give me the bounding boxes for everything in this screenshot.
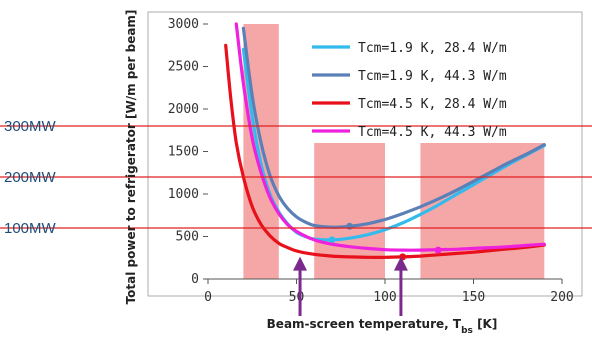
arrows bbox=[293, 256, 408, 316]
series-marker-1 bbox=[328, 236, 336, 244]
series-marker-2 bbox=[346, 222, 354, 230]
legend: Tcm=1.9 K, 28.4 W/m Tcm=1.9 K, 44.3 W/m Tc… bbox=[312, 41, 507, 140]
arrow-head-2 bbox=[393, 256, 408, 271]
power-level-label: 200MW bbox=[4, 169, 57, 186]
power-level-label: 300MW bbox=[4, 118, 57, 135]
y-tick-label: 0 bbox=[191, 272, 199, 287]
legend-label-3: Tcm=4.5 K, 28.4 W/m bbox=[358, 97, 507, 112]
x-tick-label: 150 bbox=[462, 290, 485, 305]
legend-label-1: Tcm=1.9 K, 28.4 W/m bbox=[358, 41, 507, 56]
y-tick-label: 3000 bbox=[168, 17, 199, 32]
y-tick-label: 500 bbox=[176, 230, 199, 245]
series-line-3 bbox=[224, 43, 546, 259]
shaded-bands bbox=[243, 24, 545, 279]
power-level-lines: 300MW 200MW 100MW bbox=[0, 118, 592, 237]
shaded-band-3 bbox=[420, 143, 545, 279]
series-marker-4 bbox=[434, 246, 442, 254]
y-tick-label: 1500 bbox=[168, 145, 199, 160]
legend-label-4: Tcm=4.5 K, 44.3 W/m bbox=[358, 125, 507, 140]
x-tick-label: 50 bbox=[289, 290, 305, 305]
x-tick-label: 0 bbox=[204, 290, 212, 305]
arrow-head-1 bbox=[293, 256, 308, 271]
series-line-4 bbox=[234, 22, 546, 252]
y-tick-label: 2000 bbox=[168, 102, 199, 117]
x-tick-label: 200 bbox=[550, 290, 573, 305]
y-axis-title: Total power to refrigerator [W/m per bea… bbox=[124, 10, 138, 305]
x-axis-title: Beam-screen temperature, Tbs [K] bbox=[267, 317, 498, 336]
y-tick-label: 2500 bbox=[168, 60, 199, 75]
legend-label-2: Tcm=1.9 K, 44.3 W/m bbox=[358, 69, 507, 84]
x-tick-label: 100 bbox=[373, 290, 396, 305]
y-tick-label: 1000 bbox=[168, 187, 199, 202]
plot-frame bbox=[147, 11, 583, 297]
power-level-label: 100MW bbox=[4, 220, 57, 237]
